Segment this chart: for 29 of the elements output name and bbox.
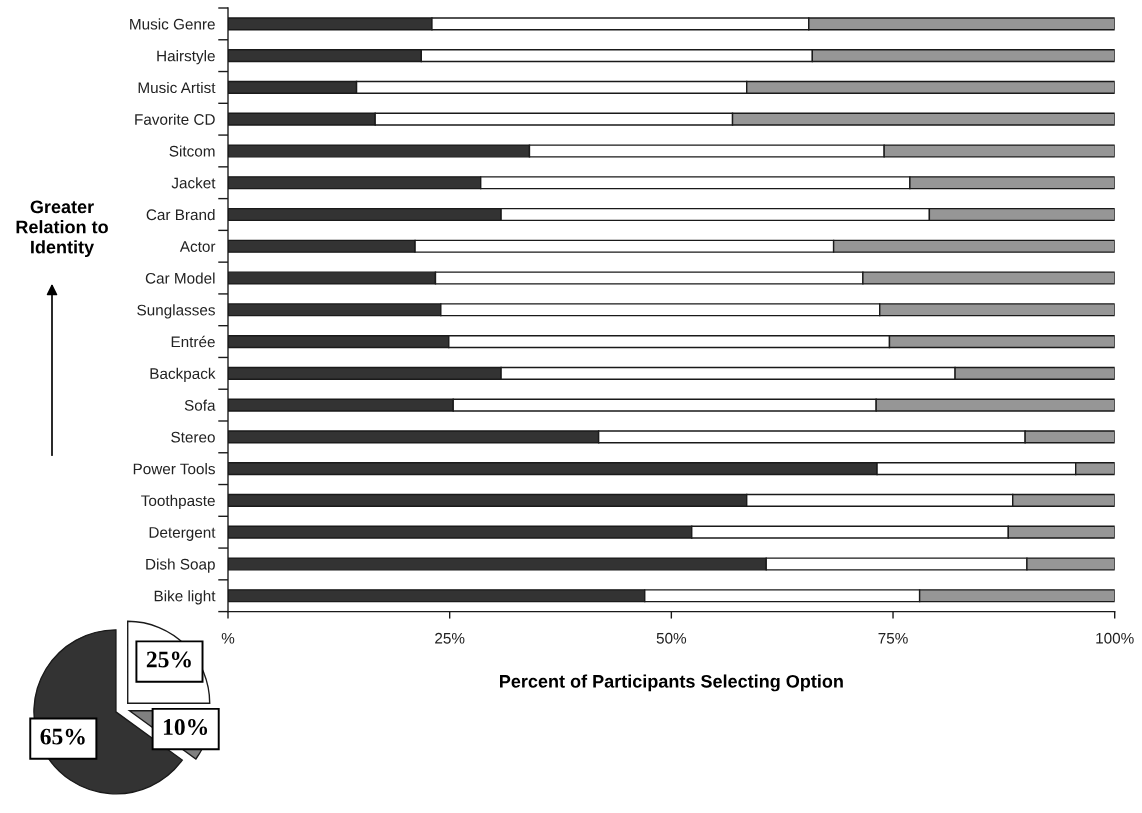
x-tick-label: 25% — [435, 632, 465, 644]
y-tick-label: Toothpaste — [141, 494, 215, 510]
x-tick-label: 75% — [878, 632, 908, 644]
data-label: 25% — [146, 651, 191, 668]
y-tick-label: Bike light — [154, 590, 216, 605]
y-tick-label: Entrée — [171, 335, 215, 348]
y-tick-label: Stereo — [171, 431, 215, 443]
x-tick-label: 100% — [1096, 632, 1134, 644]
y-tick-label: Jacket — [171, 177, 216, 189]
y-tick-label: Car Brand — [146, 208, 215, 221]
y-tick-label: Music Genre — [130, 18, 215, 30]
y-tick-label: Car Model — [145, 272, 215, 284]
y-tick-label: Dish Soap — [146, 558, 215, 573]
y-tick-label: Sofa — [184, 399, 216, 411]
y-tick-label: Sunglasses — [137, 304, 215, 319]
text: Greater Relation to Identity — [16, 200, 108, 258]
x-axis-title: Percent of Participants Selecting Option — [500, 674, 843, 692]
y-tick-label: Power Tools — [133, 463, 215, 475]
x-tick-label: 50% — [656, 632, 687, 644]
y-tick-label: Backpack — [150, 367, 216, 383]
y-tick-label: Hairstyle — [157, 50, 215, 65]
y-tick-label: Music Artist — [138, 81, 216, 94]
y-tick-label: Detergent — [149, 527, 216, 541]
y-tick-label: Actor — [179, 241, 216, 252]
data-label: 65% — [40, 728, 85, 745]
y-tick-label: Favorite CD — [135, 113, 215, 125]
x-tick-label: % — [221, 632, 235, 644]
data-label: 10% — [163, 719, 208, 736]
y-tick-label: Sitcom — [169, 145, 215, 157]
